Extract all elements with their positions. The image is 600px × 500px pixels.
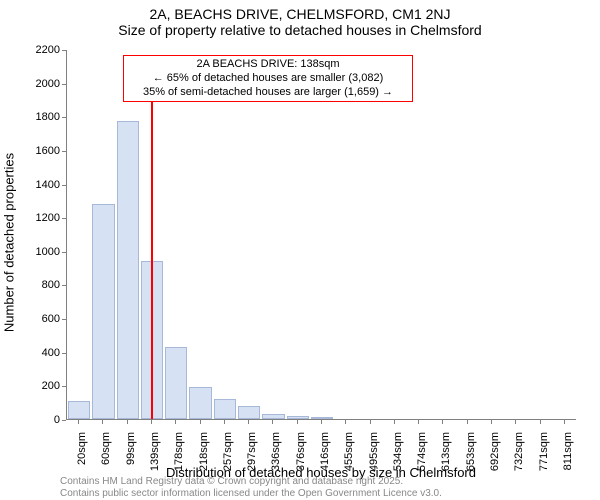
histogram-bar [311,417,333,419]
x-tick-mark [491,420,492,424]
marker-line [151,69,153,419]
histogram-bar [117,121,139,419]
x-tick-mark [200,420,201,424]
histogram-bar [68,401,90,420]
annotation-line1: 2A BEACHS DRIVE: 138sqm [130,58,406,72]
x-tick-mark [297,420,298,424]
y-tick-label: 400 [10,347,60,359]
chart-title: 2A, BEACHS DRIVE, CHELMSFORD, CM1 2NJ [0,6,600,22]
y-tick-label: 1800 [10,111,60,123]
x-tick-mark [321,420,322,424]
y-tick-label: 2200 [10,44,60,56]
y-tick-label: 1000 [10,246,60,258]
annotation-box: 2A BEACHS DRIVE: 138sqm ← 65% of detache… [123,55,413,102]
annotation-line3: 35% of semi-detached houses are larger (… [130,86,406,100]
x-tick-mark [564,420,565,424]
annotation-line2: ← 65% of detached houses are smaller (3,… [130,72,406,86]
x-tick-mark [467,420,468,424]
y-tick-mark [62,319,66,320]
y-tick-mark [62,420,66,421]
x-tick-mark [345,420,346,424]
x-tick-mark [248,420,249,424]
histogram-bar [92,204,114,419]
histogram-bar [287,416,309,419]
histogram-bar [189,387,211,419]
y-tick-label: 1200 [10,212,60,224]
y-tick-label: 1600 [10,145,60,157]
x-tick-label: 60sqm [100,432,112,465]
y-tick-label: 1400 [10,179,60,191]
y-tick-label: 600 [10,313,60,325]
histogram-bar [165,347,187,419]
x-tick-mark [418,420,419,424]
chart-container: 2A, BEACHS DRIVE, CHELMSFORD, CM1 2NJ Si… [0,0,600,500]
y-tick-mark [62,84,66,85]
y-tick-mark [62,117,66,118]
histogram-bar [262,414,284,419]
y-tick-mark [62,50,66,51]
x-tick-mark [272,420,273,424]
y-tick-label: 2000 [10,78,60,90]
x-tick-mark [175,420,176,424]
plot-area [66,50,576,420]
x-tick-label: 20sqm [76,432,88,465]
x-tick-mark [442,420,443,424]
x-tick-mark [102,420,103,424]
y-tick-mark [62,285,66,286]
y-tick-mark [62,185,66,186]
y-tick-mark [62,353,66,354]
x-tick-mark [540,420,541,424]
x-tick-mark [515,420,516,424]
title-block: 2A, BEACHS DRIVE, CHELMSFORD, CM1 2NJ Si… [0,0,600,38]
x-tick-mark [78,420,79,424]
x-tick-label: 99sqm [125,432,137,465]
y-tick-mark [62,218,66,219]
x-tick-mark [224,420,225,424]
x-tick-mark [127,420,128,424]
histogram-bar [214,399,236,419]
x-tick-mark [394,420,395,424]
y-tick-label: 0 [10,414,60,426]
x-tick-mark [151,420,152,424]
x-tick-mark [370,420,371,424]
footer-attribution: Contains HM Land Registry data © Crown c… [60,476,442,500]
footer-line2: Contains public sector information licen… [60,488,442,500]
y-tick-mark [62,252,66,253]
histogram-bar [238,406,260,419]
y-tick-mark [62,386,66,387]
y-tick-label: 800 [10,279,60,291]
footer-line1: Contains HM Land Registry data © Crown c… [60,476,442,488]
y-tick-mark [62,151,66,152]
y-tick-label: 200 [10,380,60,392]
chart-subtitle: Size of property relative to detached ho… [0,22,600,38]
